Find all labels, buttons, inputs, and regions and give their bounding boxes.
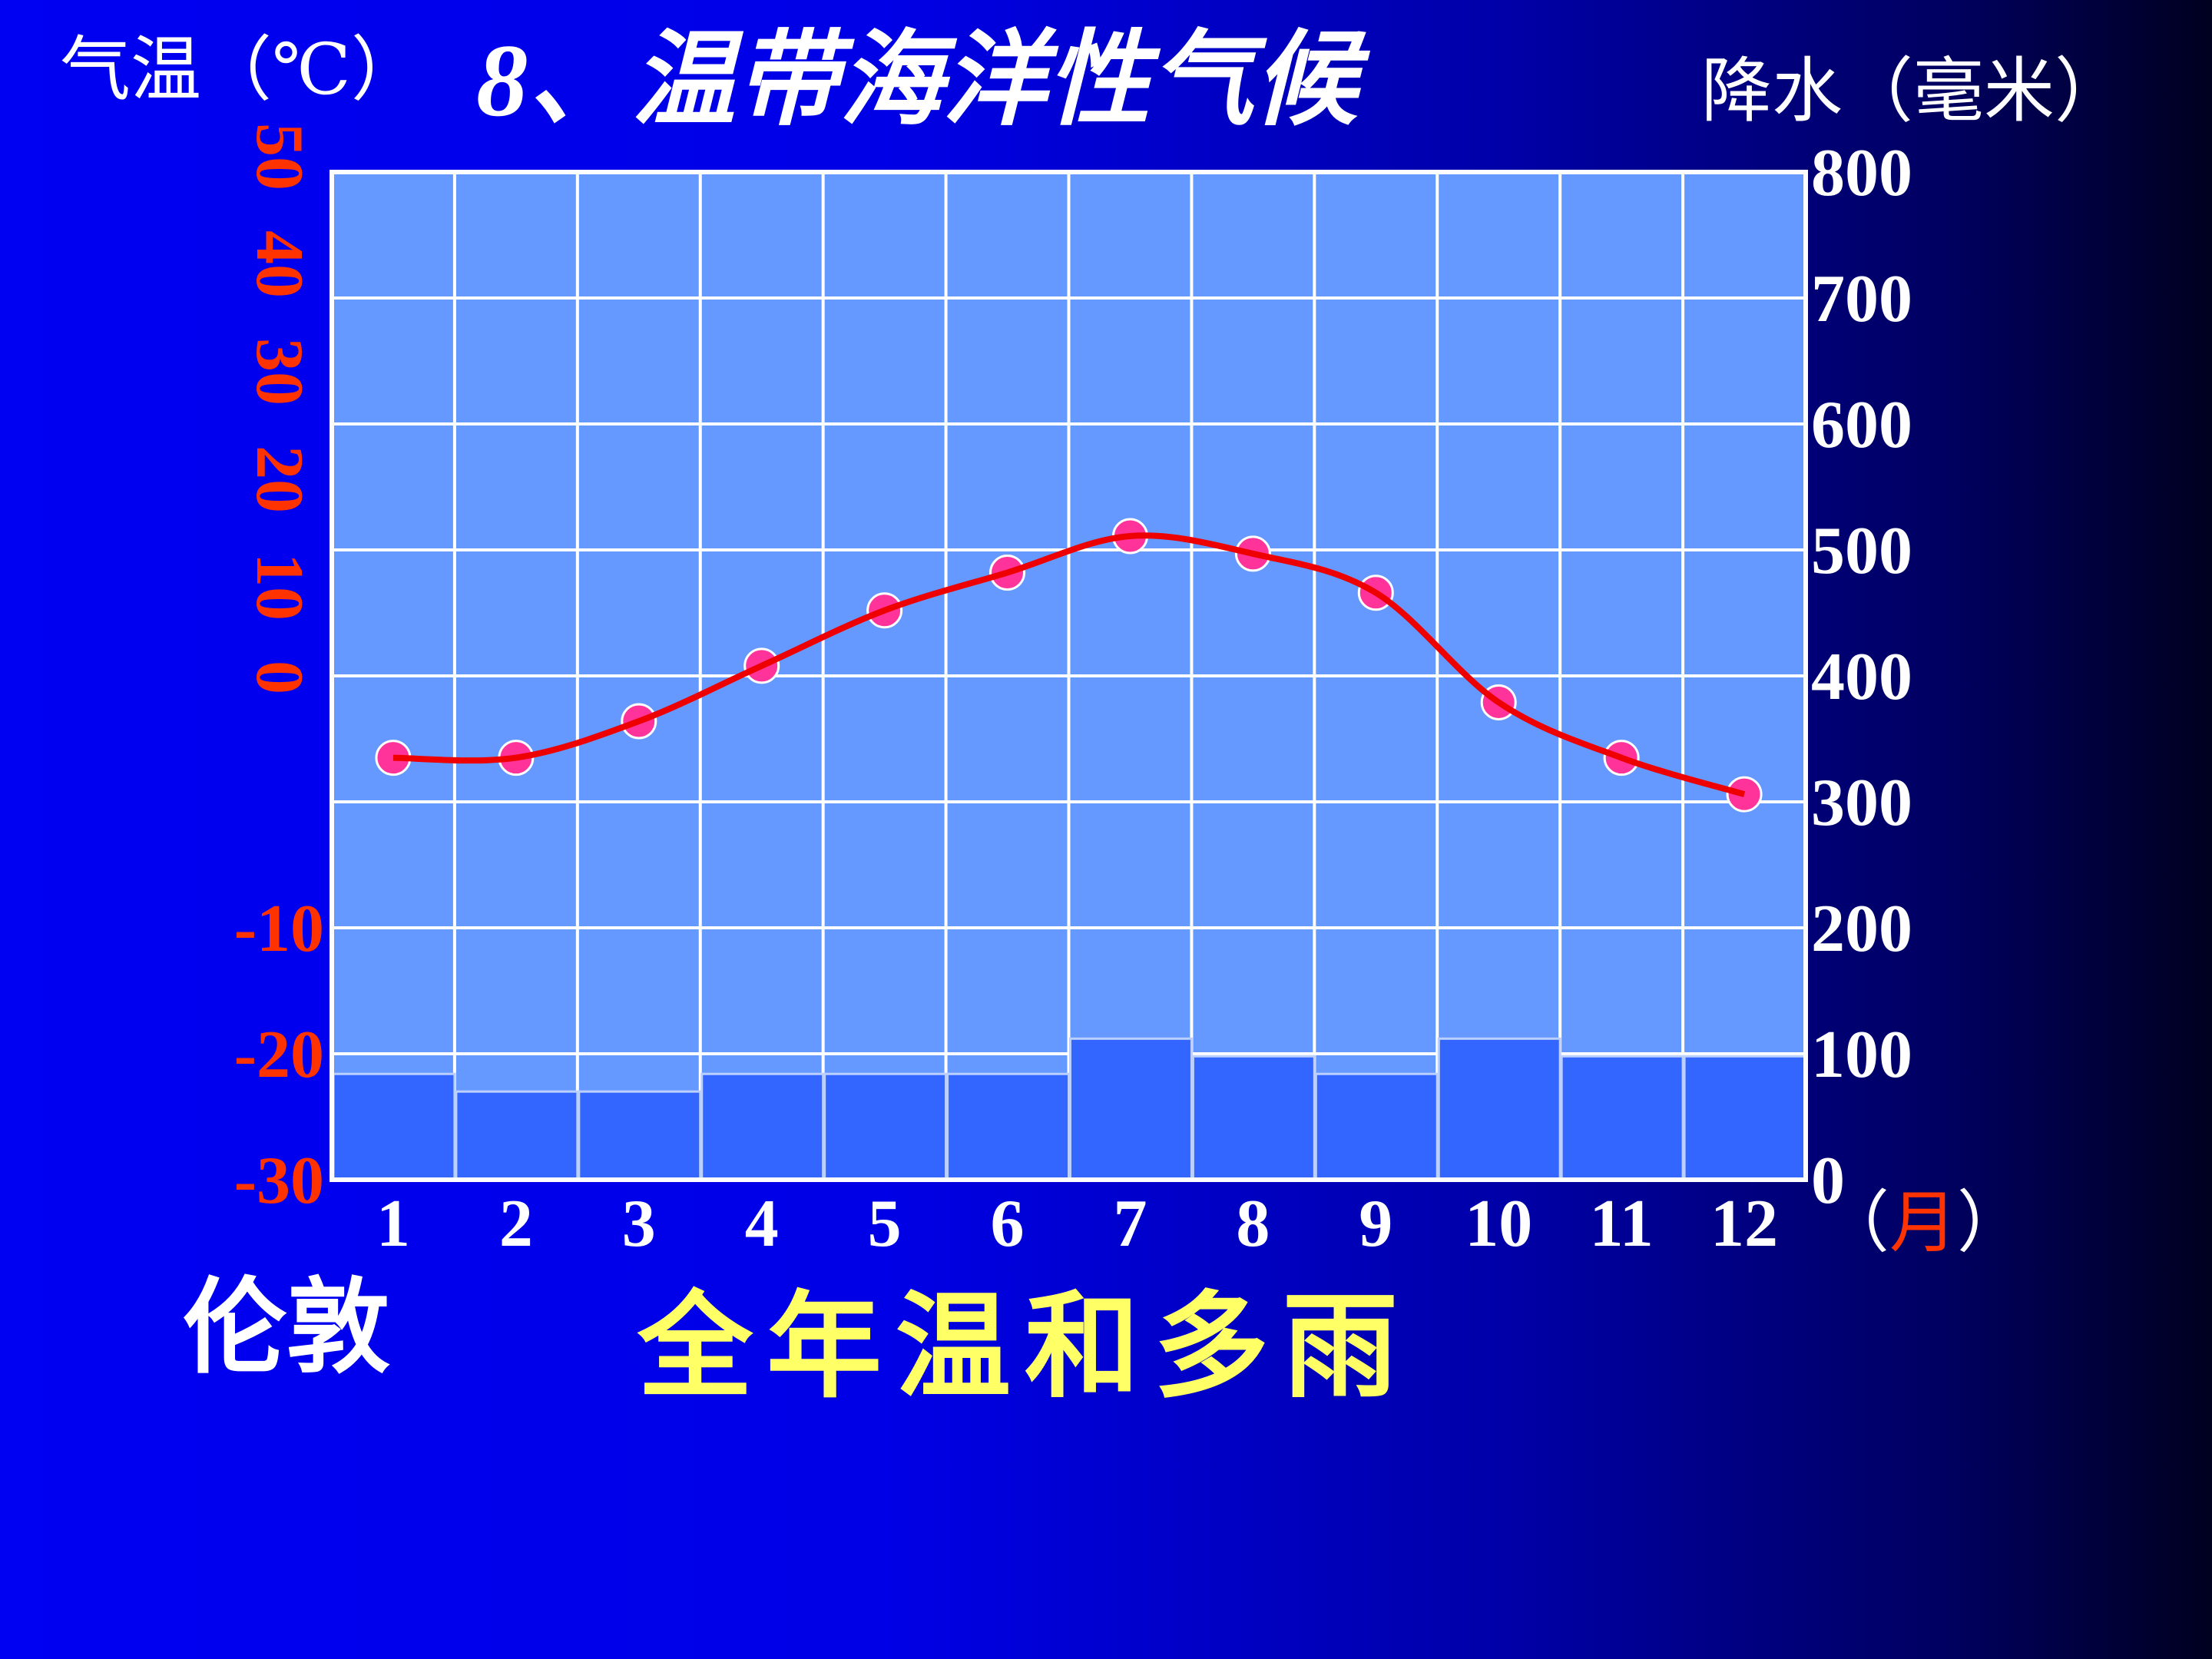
summary-label: 全年温和多雨 xyxy=(637,1284,1412,1412)
precipitation-tick-label: 400 xyxy=(1811,640,1912,714)
month-tick-label: 7 xyxy=(1113,1187,1147,1261)
precipitation-bar xyxy=(455,1090,579,1181)
precipitation-tick-label: 500 xyxy=(1811,514,1912,588)
temperature-rotated-ticks: 50 40 30 20 10 0 xyxy=(242,123,316,694)
x-axis-unit-open: （ xyxy=(1822,1187,1889,1261)
month-tick-label: 8 xyxy=(1236,1187,1270,1261)
month-tick-label: 12 xyxy=(1710,1187,1778,1261)
precipitation-tick-label: 700 xyxy=(1811,262,1912,336)
precipitation-bar xyxy=(578,1090,702,1181)
precipitation-bar xyxy=(946,1072,1071,1181)
month-tick-label: 1 xyxy=(376,1187,410,1261)
slide-title: 8、温带海洋性气候 xyxy=(476,24,1370,138)
month-tick-label: 5 xyxy=(868,1187,902,1261)
city-label: 伦敦 xyxy=(183,1272,390,1386)
plot-frame xyxy=(329,170,1808,1182)
temperature-axis-label: 气温（℃） xyxy=(60,31,422,109)
precipitation-bar xyxy=(1314,1072,1439,1181)
precipitation-axis-label: 降水（毫米） xyxy=(1701,52,2125,131)
precipitation-bar xyxy=(1191,1055,1316,1181)
precipitation-bar xyxy=(1069,1037,1193,1181)
precipitation-tick-label: 200 xyxy=(1811,892,1912,966)
month-tick-label: 10 xyxy=(1465,1187,1532,1261)
month-tick-label: 9 xyxy=(1359,1187,1392,1261)
temperature-tick-label: -10 xyxy=(234,892,324,966)
precipitation-bar xyxy=(1437,1037,1561,1181)
month-tick-label: 11 xyxy=(1590,1187,1654,1261)
temperature-line xyxy=(392,532,1746,797)
temperature-rotated-tick-label: 50 xyxy=(242,123,316,190)
temperature-rotated-tick-label: 20 xyxy=(242,445,316,513)
month-tick-label: 3 xyxy=(622,1187,656,1261)
precipitation-bar xyxy=(1683,1055,1807,1181)
precipitation-tick-label: 100 xyxy=(1811,1018,1912,1092)
precipitation-tick-label: 600 xyxy=(1811,388,1912,462)
precipitation-tick-label: 800 xyxy=(1811,136,1912,210)
month-tick-label: 2 xyxy=(499,1187,533,1261)
temperature-rotated-tick-label: 10 xyxy=(242,553,316,621)
temperature-tick-label: -30 xyxy=(234,1144,324,1218)
precipitation-bar xyxy=(1560,1055,1684,1181)
x-axis-unit-unit: 月 xyxy=(1889,1187,1957,1261)
temperature-rotated-tick-label: 40 xyxy=(242,230,316,298)
precipitation-bar xyxy=(823,1072,948,1181)
temperature-rotated-tick-label: 0 xyxy=(242,661,316,694)
month-tick-label: 4 xyxy=(745,1187,779,1261)
temperature-rotated-tick-label: 30 xyxy=(242,338,316,406)
precipitation-tick-label: 300 xyxy=(1811,766,1912,840)
x-axis-unit-label: （月） xyxy=(1822,1187,2025,1261)
month-tick-label: 6 xyxy=(991,1187,1025,1261)
temperature-rotated-tick-group: 50 40 30 20 10 0 xyxy=(242,123,316,694)
precipitation-tick-label: 0 xyxy=(1811,1144,1845,1218)
temperature-tick-label: -20 xyxy=(234,1018,324,1092)
precipitation-bar xyxy=(332,1072,456,1181)
x-axis-unit-close: ） xyxy=(1957,1187,2025,1261)
precipitation-bar xyxy=(700,1072,825,1181)
